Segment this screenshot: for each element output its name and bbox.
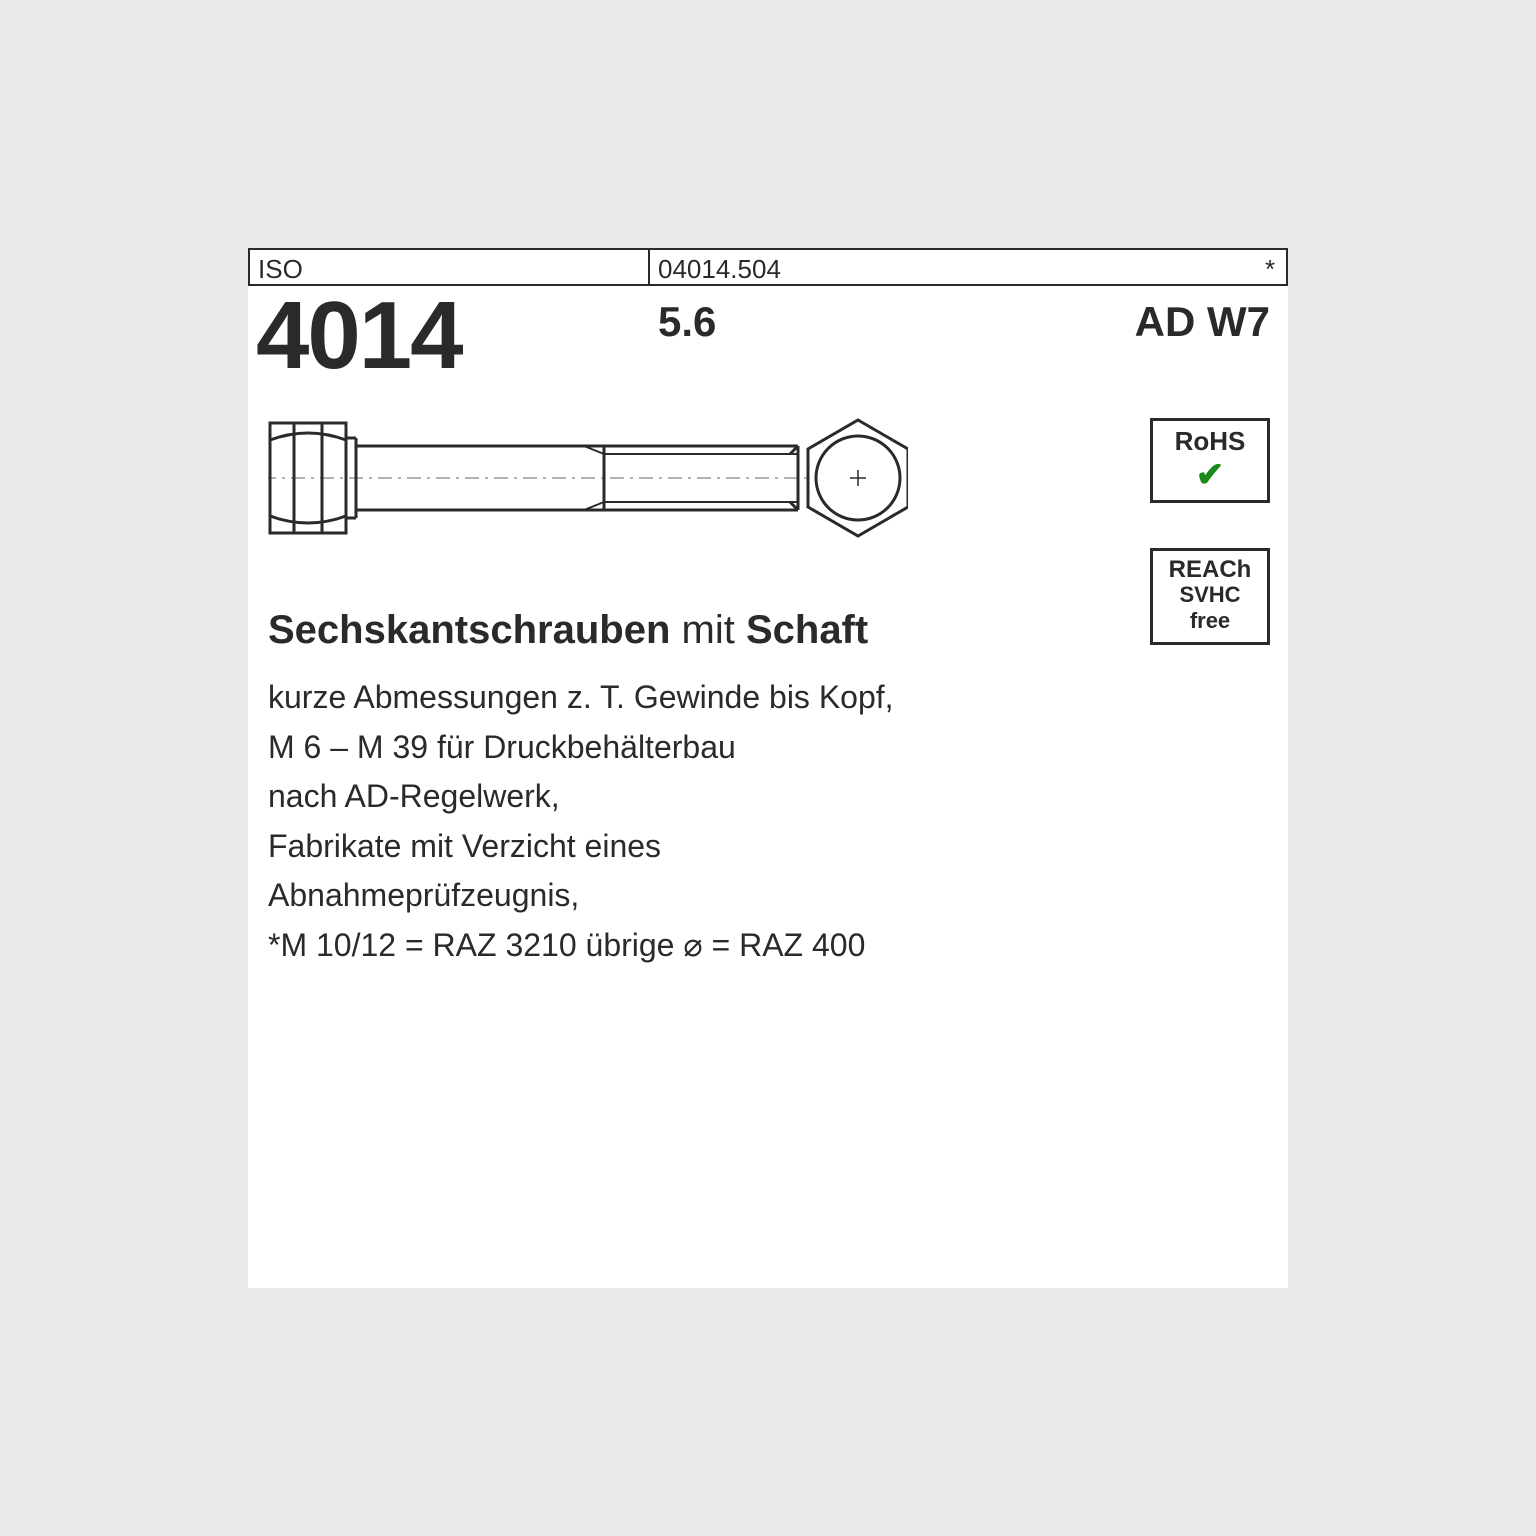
code: 04014.504 bbox=[650, 250, 1254, 284]
title-part1: Sechskantschrauben bbox=[268, 608, 670, 652]
title-mit: mit bbox=[682, 608, 746, 652]
desc-line-5: *M 10/12 = RAZ 3210 übrige ⌀ = RAZ 400 bbox=[268, 921, 894, 971]
strength-grade: 5.6 bbox=[658, 298, 716, 346]
std-label: ISO bbox=[250, 250, 650, 284]
bolt-svg bbox=[268, 408, 908, 548]
description-block: kurze Abmessungen z. T. Gewinde bis Kopf… bbox=[268, 673, 894, 971]
spec-adw7: AD W7 bbox=[1135, 298, 1270, 346]
title-part2: Schaft bbox=[746, 608, 868, 652]
hex-front-icon bbox=[808, 420, 908, 536]
desc-line-3: Fabrikate mit Verzicht eines bbox=[268, 822, 894, 872]
desc-line-4: Abnahmeprüfzeugnis, bbox=[268, 871, 894, 921]
rohs-badge: RoHS ✔ bbox=[1150, 418, 1270, 503]
desc-line-1: M 6 – M 39 für Druckbehälterbau bbox=[268, 723, 894, 773]
header-row: ISO 04014.504 bbox=[248, 248, 1288, 286]
desc-line-0: kurze Abmessungen z. T. Gewinde bis Kopf… bbox=[268, 673, 894, 723]
reach-l3: free bbox=[1157, 608, 1263, 634]
bolt-drawing bbox=[268, 408, 908, 548]
product-title: Sechskantschrauben mit Schaft bbox=[268, 608, 868, 653]
reach-badge: REACh SVHC free bbox=[1150, 548, 1270, 645]
standard-number: 4014 bbox=[256, 288, 462, 384]
header-row-2: 4014 bbox=[248, 288, 1288, 388]
datasheet-card: ISO 04014.504 4014 5.6 AD W7 bbox=[248, 248, 1288, 1288]
rohs-label: RoHS bbox=[1157, 427, 1263, 456]
reach-l2: SVHC bbox=[1157, 583, 1263, 607]
desc-line-2: nach AD-Regelwerk, bbox=[268, 772, 894, 822]
asterisk-cell bbox=[1254, 250, 1286, 284]
reach-l1: REACh bbox=[1157, 557, 1263, 583]
check-icon: ✔ bbox=[1157, 458, 1263, 492]
